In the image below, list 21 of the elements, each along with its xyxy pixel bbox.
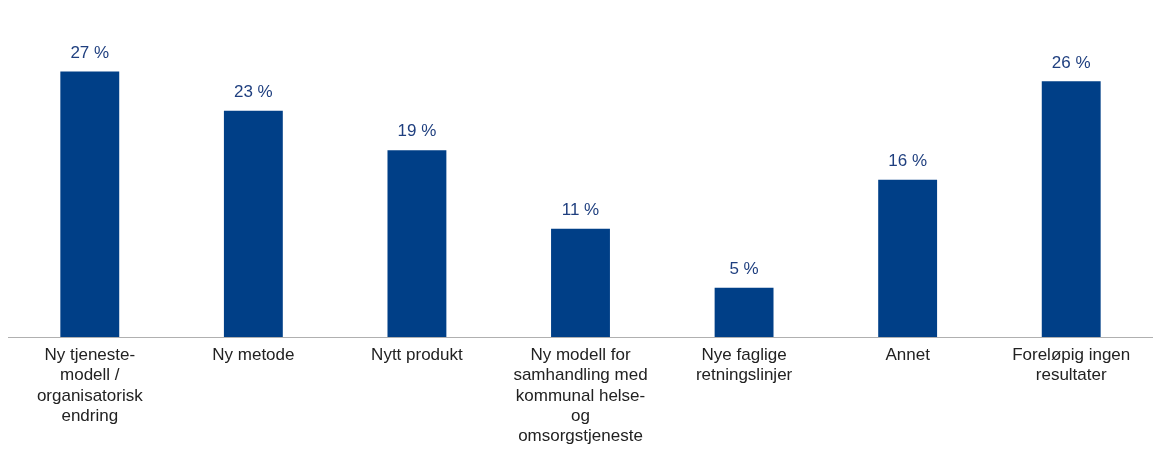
x-tick-label: Ny metode (212, 344, 295, 364)
x-tick-label: Foreløpig ingen resultater (1012, 344, 1131, 385)
bar (60, 71, 120, 337)
bar (387, 150, 447, 337)
data-label: 27 % (70, 42, 110, 62)
x-tick-label: Annet (885, 344, 931, 364)
x-tick-label: Ny modell for samhandling med kommunal helse- og omsorgstjeneste (513, 344, 648, 446)
bar (878, 179, 938, 337)
data-label: 19 % (397, 121, 437, 141)
data-label: 26 % (1051, 52, 1091, 72)
x-tick-label: Ny tjeneste-modell / organisatorisk endring (36, 344, 144, 426)
bar (223, 110, 283, 337)
bar (551, 228, 610, 337)
data-label: 11 % (561, 200, 600, 220)
x-tick-label: Nytt produkt (371, 344, 464, 364)
bar (1041, 81, 1101, 337)
data-label: 16 % (888, 150, 928, 170)
bar (714, 287, 774, 337)
data-label: 5 % (729, 259, 759, 279)
x-tick-label: Nye faglige retningslinjer (695, 344, 793, 385)
data-label: 23 % (233, 82, 273, 102)
